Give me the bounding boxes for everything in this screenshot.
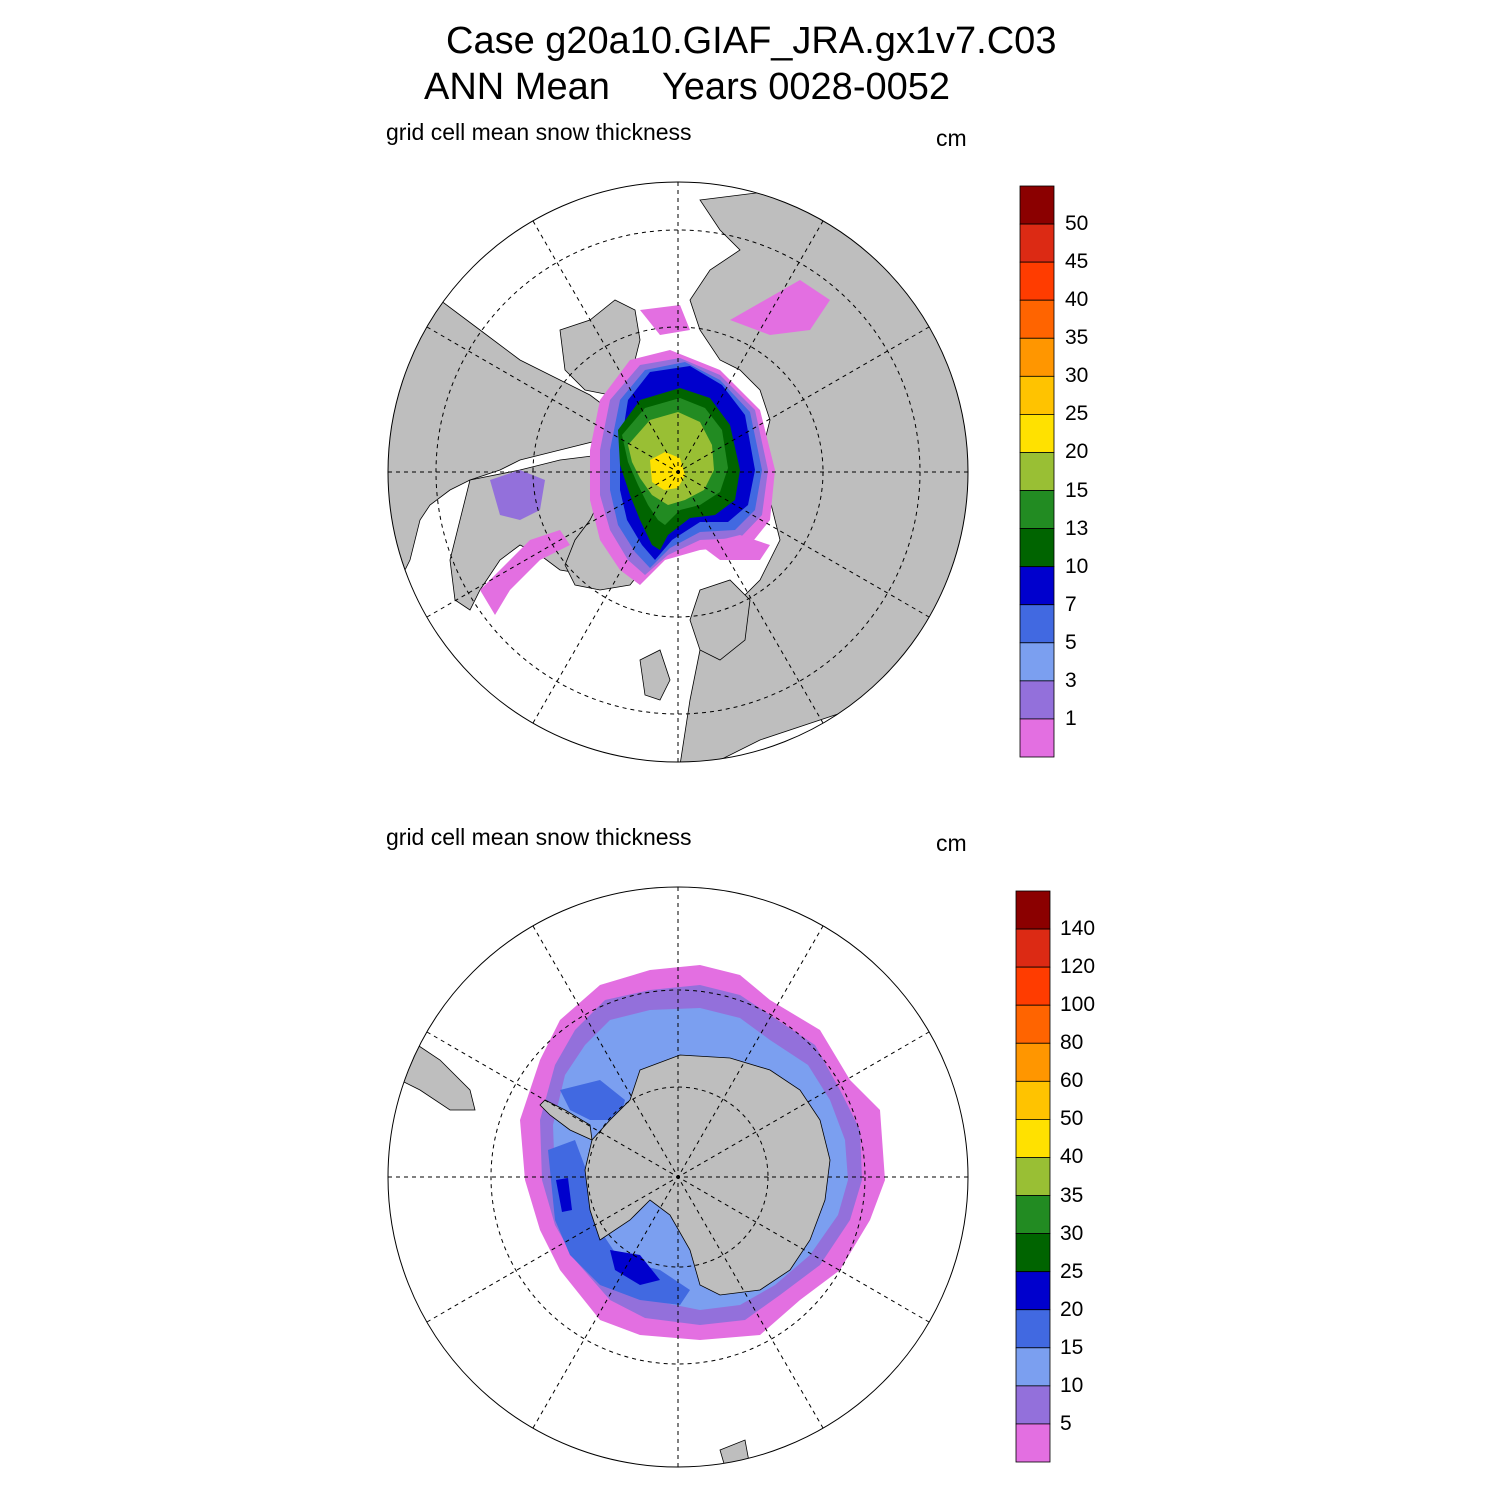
south-colorbar-box [1015,1157,1051,1196]
south-colorbar-box [1015,966,1051,1006]
north-colorbar-tick-label: 45 [1065,250,1089,274]
south-colorbar-tick-label: 30 [1060,1221,1084,1245]
north-snow-hudson-bay [490,470,545,520]
north-colorbar-box [1019,375,1055,415]
south-panel-units: cm [936,830,967,856]
antarctica-land [584,1054,831,1296]
south-colorbar-tick-label: 80 [1060,1031,1084,1055]
south-colorbar-box [1015,1423,1051,1463]
south-colorbar-tick-label: 15 [1060,1335,1084,1359]
south-snow-20cm-weddell [548,1140,690,1305]
north-snow-20cm-core [650,452,685,490]
north-colorbar-tick-label: 10 [1065,554,1089,578]
north-colorbar-box [1019,337,1055,377]
figure-title-line-2: ANN Mean Years 0028-0052 [424,66,951,108]
north-colorbar-box [1019,680,1055,720]
north-colorbar-tick-label: 50 [1065,212,1089,236]
south-colorbar-box [1015,1042,1051,1082]
north-colorbar-tick-label: 13 [1065,516,1089,540]
south-colorbar-tick-label: 120 [1060,955,1096,979]
north-colorbar-box [1019,299,1055,339]
north-colorbar-box [1019,223,1055,263]
north-colorbar-tick-label: 20 [1065,440,1089,464]
south-colorbar-tick-label: 100 [1060,993,1096,1017]
south-colorbar-box [1015,928,1051,968]
south-colorbar-box [1015,1080,1051,1120]
north-colorbar-box [1019,185,1055,225]
south-colorbar-tick-label: 50 [1060,1107,1084,1131]
south-colorbar-box [1015,1195,1051,1234]
south-colorbar-tick-label: 10 [1060,1373,1084,1397]
scandinavia-land [689,579,751,661]
north-colorbar-tick-label: 40 [1065,288,1089,312]
north-colorbar [1019,185,1055,758]
south-snow-20cm-ross [560,1080,625,1120]
north-snow-okhotsk [730,280,830,335]
south-colorbar-tick-label: 20 [1060,1297,1084,1321]
south-panel-subtitle: grid cell mean snow thickness [386,824,692,850]
north-colorbar-tick-label: 25 [1065,402,1089,426]
north-snow-labrador [480,530,570,615]
south-colorbar-tick-label: 35 [1060,1183,1084,1207]
north-colorbar-box [1019,566,1055,606]
north-colorbar-box [1019,642,1055,682]
south-colorbar-box [1015,1233,1051,1273]
north-colorbar-box [1019,528,1055,568]
north-colorbar-box [1019,413,1055,453]
south-snow-25cm-peninsula [556,1178,572,1212]
north-colorbar-box [1019,604,1055,644]
british-isles-land [639,649,671,701]
antarctic-peninsula-land [539,1099,593,1141]
south-snow-25cm-weddell-core [610,1250,660,1285]
south-colorbar-tick-label: 140 [1060,917,1096,941]
south-colorbar-box [1015,1119,1051,1158]
north-panel-subtitle: grid cell mean snow thickness [386,119,692,145]
south-graticule [388,887,968,1467]
north-panel-units: cm [936,125,967,151]
north-colorbar-box [1019,490,1055,529]
south-colorbar-tick-label: 40 [1060,1145,1084,1169]
north-map-border [387,181,969,763]
north-colorbar-tick-label: 3 [1065,668,1077,692]
figure-title-line-1: Case g20a10.GIAF_JRA.gx1v7.C03 [446,20,1057,62]
north-colorbar-tick-label: 15 [1065,478,1089,502]
north-colorbar-box [1019,452,1055,491]
south-colorbar-tick-label: 60 [1060,1069,1084,1093]
south-colorbar-box [1015,1271,1051,1311]
south-colorbar-tick-label: 5 [1060,1411,1072,1435]
north-colorbar-tick-label: 1 [1065,706,1077,730]
north-colorbar-tick-label: 35 [1065,326,1089,350]
south-colorbar-box [1015,890,1051,930]
north-graticule [388,182,968,762]
south-colorbar-box [1015,1385,1051,1425]
north-america-land [388,299,611,591]
south-colorbar-box [1015,1004,1051,1044]
north-colorbar-tick-label: 30 [1065,364,1089,388]
south-colorbar-tick-label: 25 [1060,1259,1084,1283]
south-map-border [387,886,969,1468]
north-colorbar-box [1019,261,1055,301]
north-colorbar-tick-label: 5 [1065,630,1077,654]
south-colorbar-box [1015,1347,1051,1387]
north-colorbar-box [1019,718,1055,758]
south-colorbar [1015,890,1051,1463]
south-colorbar-box [1015,1309,1051,1349]
north-colorbar-tick-label: 7 [1065,592,1077,616]
